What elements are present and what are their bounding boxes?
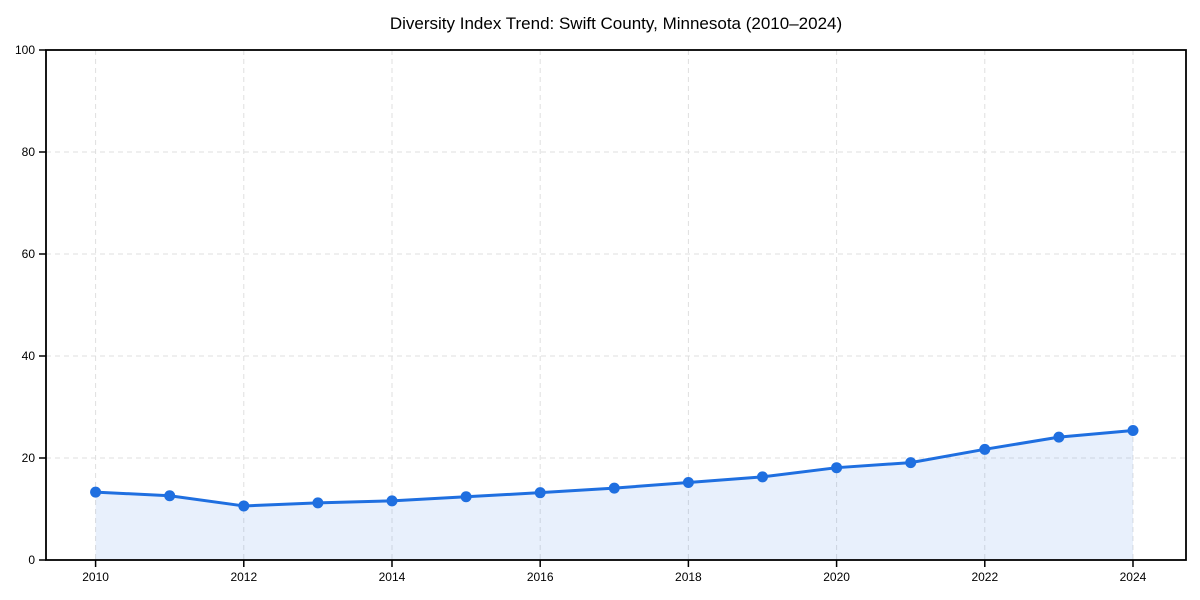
- plot-border: [45, 49, 1187, 561]
- y-tick-label: 100: [15, 43, 35, 57]
- data-point-marker: [534, 487, 546, 499]
- data-point-marker: [682, 476, 694, 488]
- y-axis-group: 0 20 40 60 80 100: [15, 43, 46, 567]
- data-point-marker: [608, 482, 620, 494]
- data-point-marker: [905, 457, 917, 469]
- x-tick-label: 2020: [823, 570, 850, 584]
- data-point-marker: [756, 471, 768, 483]
- x-tick-label: 2012: [230, 570, 257, 584]
- data-point-marker: [238, 500, 250, 512]
- y-tick-label: 40: [22, 349, 36, 363]
- x-tick-label: 2016: [527, 570, 554, 584]
- data-point-marker: [90, 486, 102, 498]
- data-point-marker: [831, 462, 843, 474]
- x-tick-label: 2024: [1120, 570, 1147, 584]
- x-tick-label: 2018: [675, 570, 702, 584]
- x-axis-group: 2010 2012 2014 2016 2018 2020 2022 2024: [82, 560, 1147, 584]
- data-point-marker: [312, 497, 324, 509]
- y-tick-label: 60: [22, 247, 36, 261]
- x-tick-label: 2010: [82, 570, 109, 584]
- gridlines-group: [46, 50, 1186, 560]
- y-tick-label: 20: [22, 451, 36, 465]
- y-tick-label: 80: [22, 145, 36, 159]
- markers-group: [90, 424, 1139, 512]
- data-point-marker: [1053, 431, 1065, 443]
- x-tick-label: 2014: [379, 570, 406, 584]
- data-point-marker: [164, 490, 176, 502]
- data-point-marker: [386, 495, 398, 507]
- chart-title: Diversity Index Trend: Swift County, Min…: [390, 14, 842, 33]
- area-fill: [95, 430, 1133, 560]
- data-point-marker: [1127, 424, 1139, 436]
- data-point-marker: [979, 443, 991, 455]
- y-tick-label: 0: [28, 553, 35, 567]
- x-tick-label: 2022: [971, 570, 998, 584]
- data-point-marker: [460, 491, 472, 503]
